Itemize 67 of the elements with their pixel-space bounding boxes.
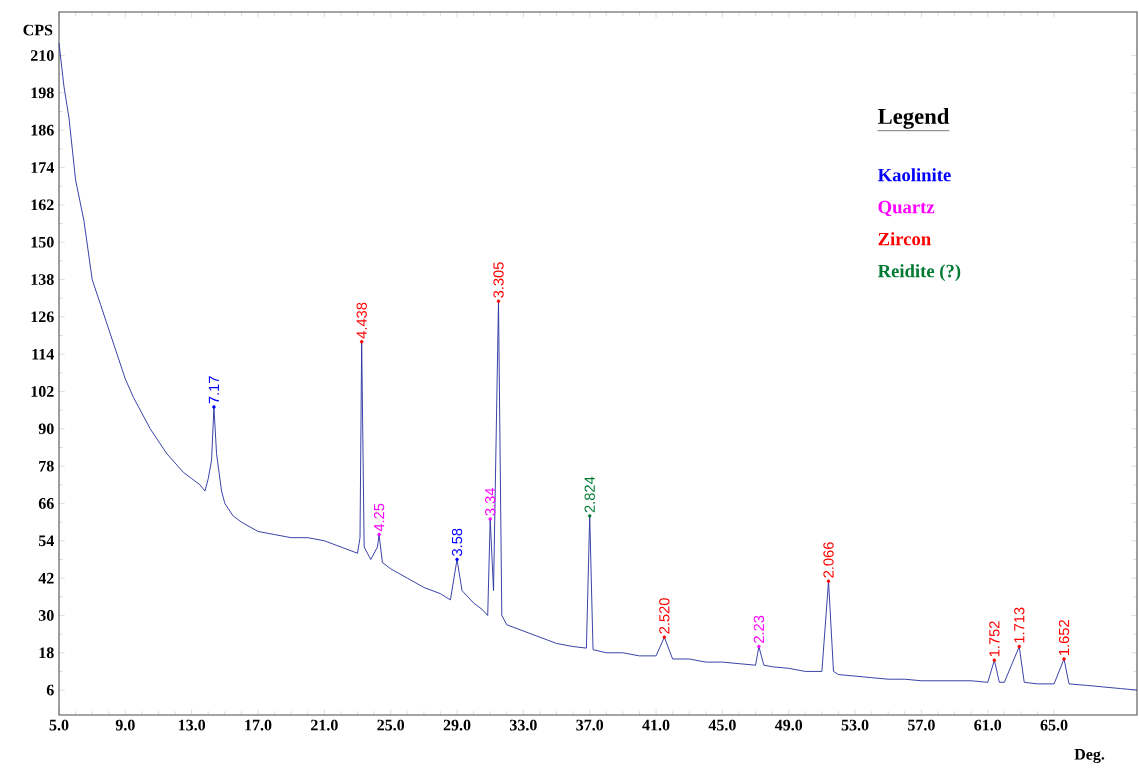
annotation: 3.58 xyxy=(451,528,463,556)
x-tick-label: 33.0 xyxy=(509,719,537,731)
y-tick-label: 30 xyxy=(38,610,54,621)
x-tick-label: 57.0 xyxy=(908,719,935,731)
y-tick-label: 54 xyxy=(38,535,54,547)
point xyxy=(992,658,997,662)
annotation: 3.34 xyxy=(485,487,496,516)
x-tick-label: 65.0 xyxy=(1040,719,1068,731)
x-tick-label: 5.0 xyxy=(49,719,69,731)
annotation: 1.652 xyxy=(1058,620,1070,655)
y-tick-label: 78 xyxy=(39,460,54,472)
text: Kaolinite xyxy=(877,168,951,182)
x-tick-label: 53.0 xyxy=(841,719,869,731)
y-tick-label: 138 xyxy=(31,274,54,285)
y-tick-label: 150 xyxy=(31,236,54,248)
point xyxy=(662,635,667,639)
x-tick-label: 25.0 xyxy=(377,719,405,731)
x-tick-label: 41.0 xyxy=(642,719,670,731)
y-tick-label: 174 xyxy=(31,162,54,173)
y-tick-label: 162 xyxy=(31,199,54,211)
y-tick-label: 42 xyxy=(38,572,54,584)
y-axis-title: CPS xyxy=(23,24,53,36)
y-tick-label: 210 xyxy=(30,50,54,61)
annotation: 4.25 xyxy=(373,503,385,532)
point xyxy=(1062,657,1066,661)
point xyxy=(488,517,492,521)
text: Reidite (?) xyxy=(877,264,961,282)
annotation: 4.438 xyxy=(356,302,367,339)
y-tick-label: 6 xyxy=(46,684,54,696)
x-tick-label: 17.0 xyxy=(245,719,272,731)
annotation: 2.066 xyxy=(823,542,834,578)
annotation: 1.713 xyxy=(1014,607,1025,643)
point xyxy=(757,644,761,649)
x-tick-label: 37.0 xyxy=(576,719,604,731)
y-tick-label: 186 xyxy=(31,124,54,136)
x-tick-label: 61.0 xyxy=(974,719,1002,731)
point xyxy=(377,532,381,537)
x-tick-label: 45.0 xyxy=(708,719,736,731)
annotation: 1.752 xyxy=(989,621,1000,657)
annotation: 2.23 xyxy=(753,615,765,643)
x-tick-label: 49.0 xyxy=(774,719,803,731)
y-tick-label: 90 xyxy=(38,423,54,435)
annotation: 2.520 xyxy=(659,598,670,634)
x-tick-label: 21.0 xyxy=(311,719,338,731)
point xyxy=(1017,644,1021,649)
text: Quartz xyxy=(878,200,935,217)
annotation: 7.17 xyxy=(208,376,219,404)
legend-title: Legend xyxy=(878,108,950,129)
annotation: 3.305 xyxy=(493,262,504,298)
point xyxy=(496,299,501,304)
point xyxy=(587,514,592,518)
text: Zircon xyxy=(878,232,931,246)
y-tick-label: 18 xyxy=(39,647,54,659)
y-tick-label: 126 xyxy=(31,311,54,323)
x-tick-label: 9.0 xyxy=(115,719,135,731)
point xyxy=(826,579,831,583)
annotation: 2.824 xyxy=(584,476,595,513)
point xyxy=(455,557,459,562)
y-tick-label: 198 xyxy=(31,87,54,99)
y-tick-label: 66 xyxy=(38,498,54,509)
y-tick-label: 114 xyxy=(32,348,54,360)
y-tick-label: 102 xyxy=(31,386,54,397)
point xyxy=(359,339,364,344)
x-axis-title: Deg. xyxy=(1074,749,1105,764)
point xyxy=(212,405,216,409)
x-tick-label: 29.0 xyxy=(443,719,471,731)
x-tick-label: 13.0 xyxy=(178,719,206,731)
